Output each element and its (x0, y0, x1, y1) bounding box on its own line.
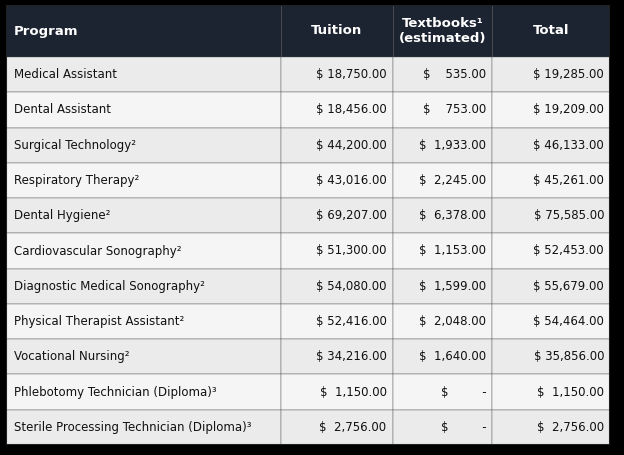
Text: $    753.00: $ 753.00 (423, 103, 486, 116)
Bar (6, 163, 281, 198)
Text: $ 52,416.00: $ 52,416.00 (316, 315, 386, 328)
Bar (492, 410, 610, 445)
Text: $  1,599.00: $ 1,599.00 (419, 280, 486, 293)
Bar (492, 92, 610, 127)
Bar (6, 268, 281, 304)
Bar (492, 304, 610, 339)
Text: $         -: $ - (441, 385, 486, 399)
Text: $  2,048.00: $ 2,048.00 (419, 315, 486, 328)
Bar (6, 5, 281, 57)
Text: $  2,245.00: $ 2,245.00 (419, 174, 486, 187)
Bar (492, 127, 610, 163)
Text: Surgical Technology²: Surgical Technology² (14, 139, 136, 152)
Bar (6, 339, 281, 374)
Text: $  6,378.00: $ 6,378.00 (419, 209, 486, 222)
Text: $ 55,679.00: $ 55,679.00 (534, 280, 604, 293)
Text: Dental Hygiene²: Dental Hygiene² (14, 209, 110, 222)
Bar (392, 339, 492, 374)
Text: $  1,153.00: $ 1,153.00 (419, 244, 486, 258)
Bar (6, 304, 281, 339)
Bar (492, 339, 610, 374)
Bar (392, 92, 492, 127)
Text: Respiratory Therapy²: Respiratory Therapy² (14, 174, 139, 187)
Text: $ 52,453.00: $ 52,453.00 (534, 244, 604, 258)
Text: $  2,756.00: $ 2,756.00 (537, 421, 604, 434)
Text: Vocational Nursing²: Vocational Nursing² (14, 350, 130, 364)
Bar (392, 57, 492, 92)
Bar (6, 374, 281, 410)
Bar (392, 198, 492, 233)
Text: $ 51,300.00: $ 51,300.00 (316, 244, 386, 258)
Text: $ 19,285.00: $ 19,285.00 (534, 68, 604, 81)
Text: $ 54,080.00: $ 54,080.00 (316, 280, 386, 293)
Bar (492, 268, 610, 304)
Text: $ 19,209.00: $ 19,209.00 (533, 103, 604, 116)
Bar (392, 304, 492, 339)
Bar (492, 198, 610, 233)
Bar (392, 268, 492, 304)
Bar (281, 57, 392, 92)
Text: $  2,756.00: $ 2,756.00 (319, 421, 386, 434)
Bar (6, 92, 281, 127)
Text: Physical Therapist Assistant²: Physical Therapist Assistant² (14, 315, 184, 328)
Bar (392, 233, 492, 268)
Bar (281, 163, 392, 198)
Text: Tuition: Tuition (311, 25, 363, 37)
Bar (6, 233, 281, 268)
Text: Cardiovascular Sonography²: Cardiovascular Sonography² (14, 244, 182, 258)
Text: Phlebotomy Technician (Diploma)³: Phlebotomy Technician (Diploma)³ (14, 385, 217, 399)
Bar (281, 304, 392, 339)
Bar (281, 268, 392, 304)
Text: Diagnostic Medical Sonography²: Diagnostic Medical Sonography² (14, 280, 205, 293)
Bar (281, 233, 392, 268)
Text: $ 35,856.00: $ 35,856.00 (534, 350, 604, 364)
Bar (392, 410, 492, 445)
Text: $ 54,464.00: $ 54,464.00 (533, 315, 604, 328)
Text: Program: Program (14, 25, 79, 37)
Text: Textbooks¹
(estimated): Textbooks¹ (estimated) (399, 17, 486, 45)
Bar (6, 57, 281, 92)
Bar (281, 339, 392, 374)
Text: Sterile Processing Technician (Diploma)³: Sterile Processing Technician (Diploma)³ (14, 421, 251, 434)
Bar (6, 198, 281, 233)
Bar (492, 374, 610, 410)
Text: $  1,150.00: $ 1,150.00 (537, 385, 604, 399)
Text: $ 18,750.00: $ 18,750.00 (316, 68, 386, 81)
Bar (281, 198, 392, 233)
Bar (492, 57, 610, 92)
Bar (281, 410, 392, 445)
Text: $ 45,261.00: $ 45,261.00 (533, 174, 604, 187)
Text: $ 18,456.00: $ 18,456.00 (316, 103, 386, 116)
Bar (492, 163, 610, 198)
Bar (6, 410, 281, 445)
Bar (492, 233, 610, 268)
Text: $  1,933.00: $ 1,933.00 (419, 139, 486, 152)
Text: $ 75,585.00: $ 75,585.00 (534, 209, 604, 222)
Text: $ 44,200.00: $ 44,200.00 (316, 139, 386, 152)
Bar (281, 374, 392, 410)
Text: Medical Assistant: Medical Assistant (14, 68, 117, 81)
Text: $    535.00: $ 535.00 (423, 68, 486, 81)
Bar (492, 5, 610, 57)
Text: $  1,640.00: $ 1,640.00 (419, 350, 486, 364)
Bar (392, 163, 492, 198)
Text: $ 43,016.00: $ 43,016.00 (316, 174, 386, 187)
Bar (392, 5, 492, 57)
Text: Dental Assistant: Dental Assistant (14, 103, 111, 116)
Bar (281, 127, 392, 163)
Bar (281, 92, 392, 127)
Text: $ 69,207.00: $ 69,207.00 (316, 209, 386, 222)
Text: $ 46,133.00: $ 46,133.00 (534, 139, 604, 152)
Bar (281, 5, 392, 57)
Text: $ 34,216.00: $ 34,216.00 (316, 350, 386, 364)
Text: $  1,150.00: $ 1,150.00 (319, 385, 386, 399)
Bar (392, 374, 492, 410)
Text: $         -: $ - (441, 421, 486, 434)
Text: Total: Total (533, 25, 569, 37)
Bar (6, 127, 281, 163)
Bar (392, 127, 492, 163)
